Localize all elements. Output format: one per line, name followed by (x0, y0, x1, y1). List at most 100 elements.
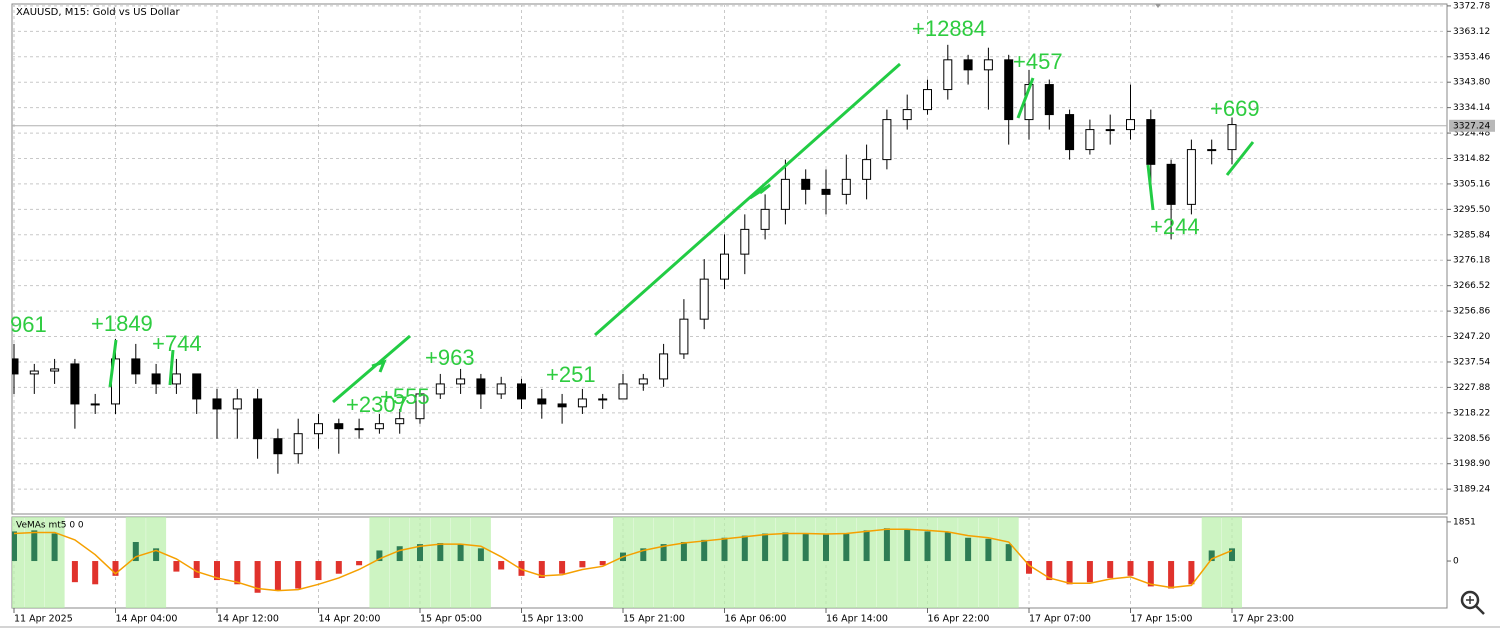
trend-zone (714, 517, 735, 608)
histogram-bar (680, 541, 687, 562)
histogram-bar (498, 561, 505, 570)
candle-body (862, 159, 872, 180)
candle-body (598, 398, 608, 401)
arrow (108, 339, 118, 388)
candle-body (618, 383, 628, 400)
arrow (1146, 164, 1155, 211)
histogram-bar (477, 548, 484, 562)
histogram-bar (173, 561, 180, 572)
histogram-bar (863, 530, 870, 562)
zoom-handle[interactable] (1475, 605, 1485, 615)
histogram-bar (843, 533, 850, 562)
candle-body (50, 368, 60, 372)
trend-zone (897, 517, 918, 608)
candle-body (1146, 119, 1156, 165)
annotation: 961 (10, 312, 47, 337)
trend-zone (816, 517, 836, 608)
histogram-bar (802, 533, 809, 562)
candle-body (821, 188, 831, 195)
histogram-bar (721, 537, 728, 562)
histogram-bar (31, 530, 38, 562)
trend-zone (775, 517, 796, 608)
histogram-bar (965, 537, 972, 562)
histogram-bar (599, 561, 606, 566)
histogram-bar (71, 561, 78, 583)
histogram-bar (153, 548, 160, 562)
trend-zone (24, 517, 45, 608)
histogram-bar (538, 561, 545, 578)
histogram-bar (944, 532, 951, 562)
histogram-bar (376, 550, 383, 562)
annotation: +457 (1013, 49, 1063, 74)
x-tick-label: 14 Apr 20:00 (319, 614, 381, 625)
candle-body (374, 423, 384, 430)
arrow (168, 349, 175, 386)
y-tick-label: 3198.90 (1453, 459, 1490, 469)
histogram-bar (924, 531, 931, 562)
candle-body (1227, 124, 1237, 151)
histogram-bar (518, 561, 525, 576)
candle-body (496, 383, 506, 395)
zoom-lens[interactable] (1460, 590, 1480, 610)
candle-body (415, 393, 425, 420)
annotation: +251 (546, 362, 596, 387)
histogram-bar (1188, 561, 1195, 585)
last-price-label: 3327.24 (1453, 121, 1490, 131)
histogram-bar (1107, 561, 1114, 578)
y-tick-label: 3324.48 (1453, 129, 1490, 139)
trend-zone (44, 517, 65, 608)
trend-zone (470, 517, 491, 608)
histogram-bar (51, 533, 58, 562)
histogram-bar (1208, 550, 1215, 562)
arrow-head (371, 359, 387, 373)
candle-body (760, 208, 770, 230)
indicator-title: VeMAs mt5 0 0 (16, 521, 84, 531)
trend-zone (836, 517, 857, 608)
candle-body (314, 423, 323, 435)
histogram-bar (701, 539, 708, 562)
candle-body (395, 418, 405, 425)
histogram-bar (457, 544, 464, 562)
trend-zone (958, 517, 979, 608)
trend-zone (633, 517, 654, 608)
candle-body (232, 398, 242, 410)
axes: 3372.78 3363.12 3353.46 3343.80 3334.14 3324.… (13, 1, 1495, 625)
trend-zone (998, 517, 1019, 608)
candle-body (192, 373, 202, 400)
candle-body (679, 318, 689, 355)
candle-body (557, 403, 567, 408)
candle-body (1044, 84, 1054, 116)
candle-body (517, 383, 526, 400)
trend-zone (450, 517, 471, 608)
histogram-bar (579, 561, 586, 568)
histogram-bar (295, 561, 302, 589)
x-tick-label: 16 Apr 22:00 (928, 614, 990, 625)
y-tick-label: 3227.88 (1453, 383, 1490, 393)
histogram-bar (883, 528, 890, 562)
arrow (332, 334, 411, 404)
candle-body (90, 403, 100, 406)
x-tick-label: 14 Apr 12:00 (217, 614, 279, 625)
candle-body (476, 378, 486, 395)
candle-body (740, 228, 750, 255)
x-tick-label: 16 Apr 14:00 (826, 614, 888, 625)
candle-body (354, 428, 364, 431)
x-tick-label: 15 Apr 13:00 (522, 614, 584, 625)
trend-zone (734, 517, 755, 608)
histogram-bar (1168, 561, 1175, 589)
shift-marker (1155, 4, 1161, 8)
y-tick-label: 3295.50 (1453, 205, 1490, 215)
histogram-bar (782, 532, 789, 562)
signal-arrows (108, 62, 1255, 404)
annotation: +963 (425, 345, 475, 370)
zoom-button[interactable] (1460, 590, 1485, 615)
last-price-box (1449, 119, 1495, 132)
y-tick-label: 3343.80 (1453, 78, 1490, 88)
candle-body (699, 278, 709, 320)
candle-body (720, 253, 729, 280)
histogram-bar (1026, 561, 1032, 574)
histogram-bar (1005, 544, 1012, 562)
histogram-bar (315, 561, 322, 581)
